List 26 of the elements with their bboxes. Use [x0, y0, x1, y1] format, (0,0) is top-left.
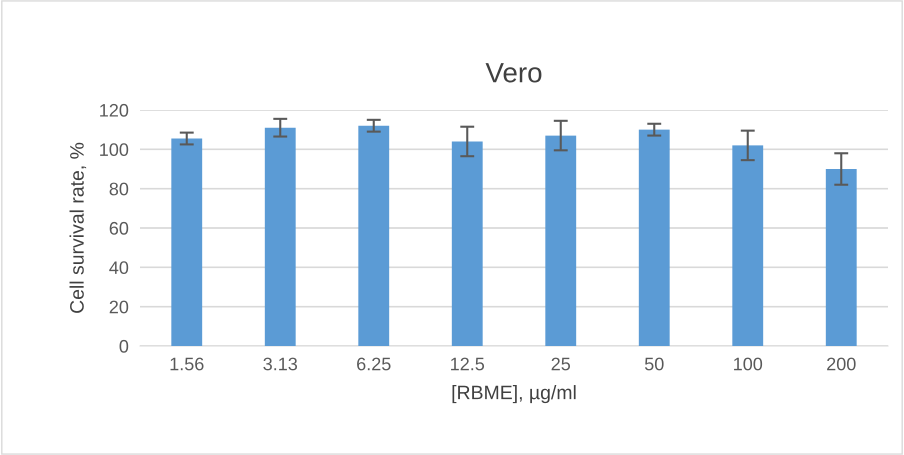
y-tick-label: 60	[110, 222, 128, 235]
y-tick-label: 80	[110, 182, 128, 196]
bar	[452, 141, 483, 346]
bar	[638, 130, 670, 346]
x-tick-label: 12.5	[451, 358, 484, 370]
bar	[358, 126, 390, 346]
y-tick-label: 20	[110, 300, 128, 314]
x-tick-label: 200	[827, 358, 856, 370]
y-tick-label: 120	[100, 104, 128, 117]
x-tick-label: 100	[734, 358, 762, 370]
x-tick-label: 3.13	[263, 358, 298, 370]
bar	[545, 136, 576, 346]
y-tick-label: 0	[120, 340, 128, 353]
chart-title: Vero	[486, 63, 542, 82]
y-axis-title: Cell survival rate, %	[70, 142, 86, 313]
x-axis-title: [RBME], µg/ml	[452, 385, 576, 404]
x-tick-label: 50	[644, 358, 664, 370]
y-tick-label: 100	[100, 143, 128, 156]
x-tick-label: 1.56	[170, 358, 204, 370]
bar	[826, 169, 857, 346]
bar	[264, 128, 296, 346]
y-tick-label: 40	[109, 261, 128, 274]
bar	[171, 138, 202, 346]
bar	[732, 145, 764, 346]
x-tick-label: 25	[552, 358, 570, 370]
x-tick-label: 6.25	[357, 358, 391, 370]
